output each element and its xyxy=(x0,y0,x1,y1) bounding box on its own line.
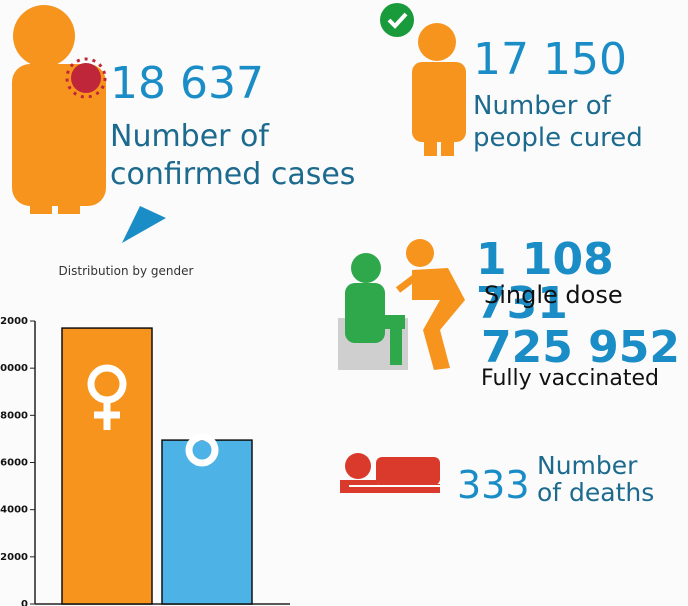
y-tick-label: 0 xyxy=(21,599,28,606)
fully-label: Fully vaccinated xyxy=(481,368,659,390)
confirmed-value: 18 637 xyxy=(110,62,264,106)
y-tick-label: 2000 xyxy=(0,552,28,563)
y-tick-label: 4000 xyxy=(0,505,28,516)
deaths-label: Number of deaths xyxy=(537,452,667,506)
vaccination-icon xyxy=(338,239,465,370)
infographic: Distribution by gender 0 2000 4000 6000 8000… xyxy=(0,0,688,606)
cured-value: 17 150 xyxy=(473,38,627,82)
person-icon xyxy=(12,5,106,214)
check-icon xyxy=(380,3,414,37)
y-tick-label: 10000 xyxy=(0,363,28,374)
y-tick-label: 6000 xyxy=(0,458,28,469)
person-cured-icon xyxy=(412,23,466,156)
y-tick-label: 12000 xyxy=(0,316,28,327)
deaths-value: 333 xyxy=(457,466,530,504)
virus-icon xyxy=(71,63,101,93)
y-tick-label: 8000 xyxy=(0,410,28,421)
confirmed-label: Number of confirmed cases xyxy=(110,118,370,194)
chart-title: Distribution by gender xyxy=(59,264,194,278)
pointer-arrow xyxy=(122,206,166,243)
cured-label: Number of people cured xyxy=(473,90,673,154)
bar-chart: 0 2000 4000 6000 8000 10000 12000 xyxy=(0,316,290,606)
single-dose-label: Single dose xyxy=(484,283,623,307)
fully-value: 725 952 xyxy=(481,326,680,370)
